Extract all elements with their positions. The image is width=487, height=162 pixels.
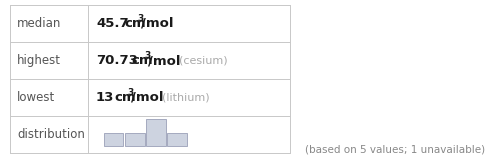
Text: 45.7: 45.7	[96, 17, 129, 30]
Text: /mol: /mol	[141, 17, 173, 30]
Bar	[146, 119, 166, 146]
Text: 3: 3	[137, 14, 143, 23]
Text: cm: cm	[114, 91, 135, 104]
Text: /mol: /mol	[148, 54, 181, 67]
Text: cm: cm	[131, 54, 152, 67]
Text: cm: cm	[124, 17, 146, 30]
Text: distribution: distribution	[17, 128, 85, 141]
Text: (cesium): (cesium)	[179, 56, 227, 65]
Bar	[125, 133, 145, 146]
Text: highest: highest	[17, 54, 61, 67]
Text: 70.73: 70.73	[96, 54, 138, 67]
Bar	[167, 133, 187, 146]
Text: 13: 13	[96, 91, 114, 104]
Text: lowest: lowest	[17, 91, 55, 104]
Text: 3: 3	[127, 88, 133, 97]
Text: (based on 5 values; 1 unavailable): (based on 5 values; 1 unavailable)	[305, 145, 485, 155]
Text: /mol: /mol	[131, 91, 164, 104]
Text: median: median	[17, 17, 61, 30]
Bar	[104, 133, 123, 146]
Text: 3: 3	[144, 51, 150, 60]
Text: (lithium): (lithium)	[162, 93, 209, 103]
